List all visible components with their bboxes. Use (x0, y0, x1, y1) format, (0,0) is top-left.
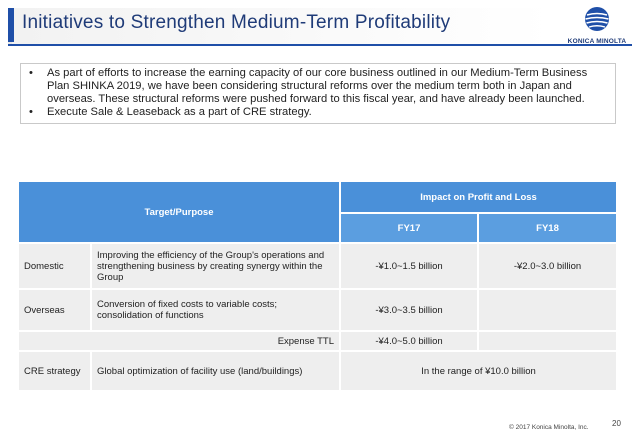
bullet-box: • As part of efforts to increase the ear… (20, 63, 616, 124)
row-fy18-value: -¥2.0~3.0 billion (477, 242, 619, 290)
row-category: Domestic (17, 242, 92, 290)
table-row-overseas: Overseas Conversion of fixed costs to va… (17, 288, 619, 332)
table-header-row: Target/Purpose Impact on Profit and Loss (16, 180, 619, 244)
row-category: Overseas (17, 288, 92, 332)
bullet-text: As part of efforts to increase the earni… (47, 67, 588, 105)
globe-logo-icon (585, 7, 609, 31)
header-fy18: FY18 (477, 212, 619, 244)
copyright-footer: © 2017 Konica Minolta, Inc. (509, 424, 589, 431)
logo-text: KONICA MINOLTA (567, 38, 627, 45)
bullet-marker: • (29, 106, 33, 118)
expense-total-fy18 (477, 330, 619, 352)
row-description: Global optimization of facility use (lan… (89, 350, 342, 392)
expense-total-label: Expense TTL (16, 330, 342, 352)
title-bar (8, 8, 552, 44)
header-fy17: FY17 (339, 212, 480, 244)
row-impact-value: In the range of ¥10.0 billion (339, 350, 619, 392)
expense-total-fy17: -¥4.0~5.0 billion (339, 330, 480, 352)
header-target-purpose: Target/Purpose (16, 180, 342, 244)
row-fy17-value: -¥1.0~1.5 billion (339, 242, 480, 290)
page-title: Initiatives to Strengthen Medium-Term Pr… (22, 12, 451, 33)
row-fy17-value: -¥3.0~3.5 billion (339, 288, 480, 332)
row-category: CRE strategy (17, 350, 92, 392)
title-underline (8, 44, 632, 46)
table-row-cre: CRE strategy Global optimization of faci… (17, 350, 619, 392)
table-row-domestic: Domestic Improving the efficiency of the… (17, 242, 619, 290)
row-description: Conversion of fixed costs to variable co… (89, 288, 342, 332)
table-subheader-row: FY17 FY18 (18, 212, 619, 244)
header-impact: Impact on Profit and Loss (339, 180, 619, 214)
row-description: Improving the efficiency of the Group's … (89, 242, 342, 290)
bullet-text: Execute Sale & Leaseback as a part of CR… (47, 106, 312, 118)
bullet-marker: • (29, 67, 33, 79)
title-accent-bar (8, 8, 14, 42)
row-fy18-value (477, 288, 619, 332)
bullet-item: • As part of efforts to increase the ear… (27, 67, 609, 106)
impact-table: Target/Purpose Impact on Profit and Loss… (16, 180, 619, 392)
table-row-expense-total: Expense TTL -¥4.0~5.0 billion (16, 330, 619, 352)
bullet-item: • Execute Sale & Leaseback as a part of … (27, 106, 609, 119)
page-number: 20 (612, 419, 621, 428)
company-logo: KONICA MINOLTA (566, 6, 628, 45)
